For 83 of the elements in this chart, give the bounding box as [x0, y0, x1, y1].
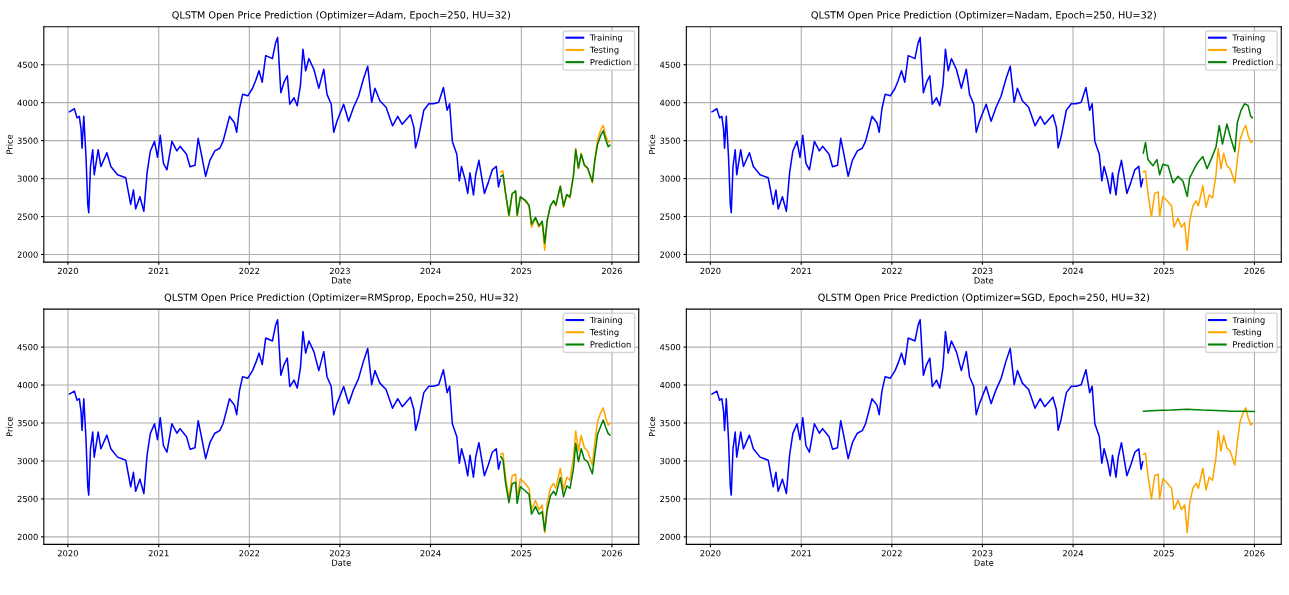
legend-label: Training — [589, 34, 622, 43]
x-tick-label: 2023 — [329, 550, 350, 557]
x-tick-label: 2020 — [700, 550, 721, 557]
y-axis-title: Price — [6, 134, 13, 154]
y-tick-label: 4500 — [659, 61, 681, 69]
line-series — [1142, 103, 1254, 198]
x-tick-label: 2022 — [239, 550, 260, 557]
y-tick-label: 4000 — [17, 99, 38, 106]
line-series — [1142, 407, 1254, 534]
x-tick-label: 2021 — [791, 550, 812, 557]
x-tick-label: 2026 — [601, 267, 623, 275]
line-series — [1142, 124, 1254, 252]
y-tick-label: 2000 — [17, 533, 38, 541]
x-tick-label: 2023 — [972, 550, 993, 557]
y-tick-label: 2000 — [660, 251, 681, 258]
x-tick-label: 2020 — [700, 267, 721, 275]
legend-label: Testing — [589, 46, 619, 55]
x-tick-label: 2022 — [881, 550, 902, 557]
y-tick-label: 3500 — [17, 137, 38, 144]
x-tick-label: 2026 — [601, 550, 623, 557]
x-tick-label: 2021 — [791, 267, 812, 275]
y-tick-label: 4500 — [17, 344, 38, 351]
x-axis-title: Date — [332, 559, 351, 566]
x-tick-label: 2026 — [1244, 267, 1265, 275]
x-tick-label: 2021 — [148, 550, 169, 557]
line-series — [68, 36, 502, 214]
line-series — [711, 318, 1144, 496]
x-tick-label: 2023 — [329, 267, 350, 275]
legend-label: Prediction — [590, 58, 631, 66]
y-axis-title: Price — [6, 417, 13, 437]
x-axis-title: Date — [974, 559, 994, 566]
x-tick-label: 2024 — [1063, 550, 1084, 557]
y-tick-label: 3000 — [17, 175, 38, 182]
chart-title: QLSTM Open Price Prediction (Optimizer=Nadam, Epoch=250, HU=32) — [811, 11, 1156, 21]
legend-label: Prediction — [1233, 341, 1274, 348]
legend-label: Testing — [1232, 328, 1261, 337]
x-tick-label: 2023 — [972, 267, 993, 275]
y-tick-label: 4500 — [17, 61, 38, 69]
x-tick-label: 2022 — [881, 267, 902, 275]
x-tick-label: 2024 — [420, 267, 441, 275]
x-tick-label: 2024 — [420, 550, 441, 557]
y-tick-label: 3000 — [17, 457, 38, 465]
legend-label: Training — [589, 316, 622, 325]
y-tick-label: 2500 — [17, 213, 38, 220]
x-tick-label: 2025 — [511, 267, 532, 275]
x-axis-title: Date — [974, 277, 994, 284]
legend-label: Prediction — [590, 341, 631, 348]
y-tick-label: 2000 — [17, 251, 38, 258]
y-tick-label: 2000 — [660, 533, 681, 541]
x-tick-label: 2025 — [1153, 550, 1174, 557]
x-tick-label: 2022 — [239, 267, 260, 275]
y-axis-title: Price — [648, 134, 656, 154]
y-tick-label: 3500 — [660, 137, 681, 144]
y-tick-label: 3500 — [660, 419, 681, 427]
x-tick-label: 2020 — [57, 267, 78, 275]
y-tick-label: 3000 — [660, 175, 681, 182]
line-series — [68, 318, 502, 496]
y-tick-label: 2500 — [660, 495, 681, 503]
y-tick-label: 4000 — [659, 382, 681, 389]
chart-title: QLSTM Open Price Prediction (Optimizer=Adam, Epoch=250, HU=32) — [172, 11, 510, 21]
x-tick-label: 2025 — [1153, 267, 1174, 275]
x-tick-label: 2024 — [1063, 267, 1084, 275]
legend-label: Training — [1232, 34, 1265, 43]
x-tick-label: 2021 — [148, 267, 169, 275]
legend-label: Prediction — [1233, 58, 1274, 66]
line-series — [711, 36, 1144, 214]
y-tick-label: 4000 — [659, 99, 681, 106]
y-tick-label: 4500 — [659, 344, 681, 351]
y-axis-title: Price — [648, 417, 656, 437]
x-axis-title: Date — [332, 277, 351, 284]
legend-label: Testing — [589, 328, 619, 337]
y-tick-label: 2500 — [660, 213, 681, 220]
legend-label: Training — [1232, 316, 1265, 325]
chart-title: QLSTM Open Price Prediction (Optimizer=RMSprop, Epoch=250, HU=32) — [164, 293, 518, 303]
x-tick-label: 2026 — [1244, 550, 1265, 557]
y-tick-label: 4000 — [17, 382, 38, 389]
y-tick-label: 3000 — [660, 457, 681, 465]
x-tick-label: 2025 — [511, 550, 532, 557]
y-tick-label: 2500 — [17, 495, 38, 503]
x-tick-label: 2020 — [57, 550, 78, 557]
y-tick-label: 3500 — [17, 419, 38, 427]
chart-title: QLSTM Open Price Prediction (Optimizer=SGD, Epoch=250, HU=32) — [818, 293, 1150, 303]
legend-label: Testing — [1232, 46, 1261, 55]
